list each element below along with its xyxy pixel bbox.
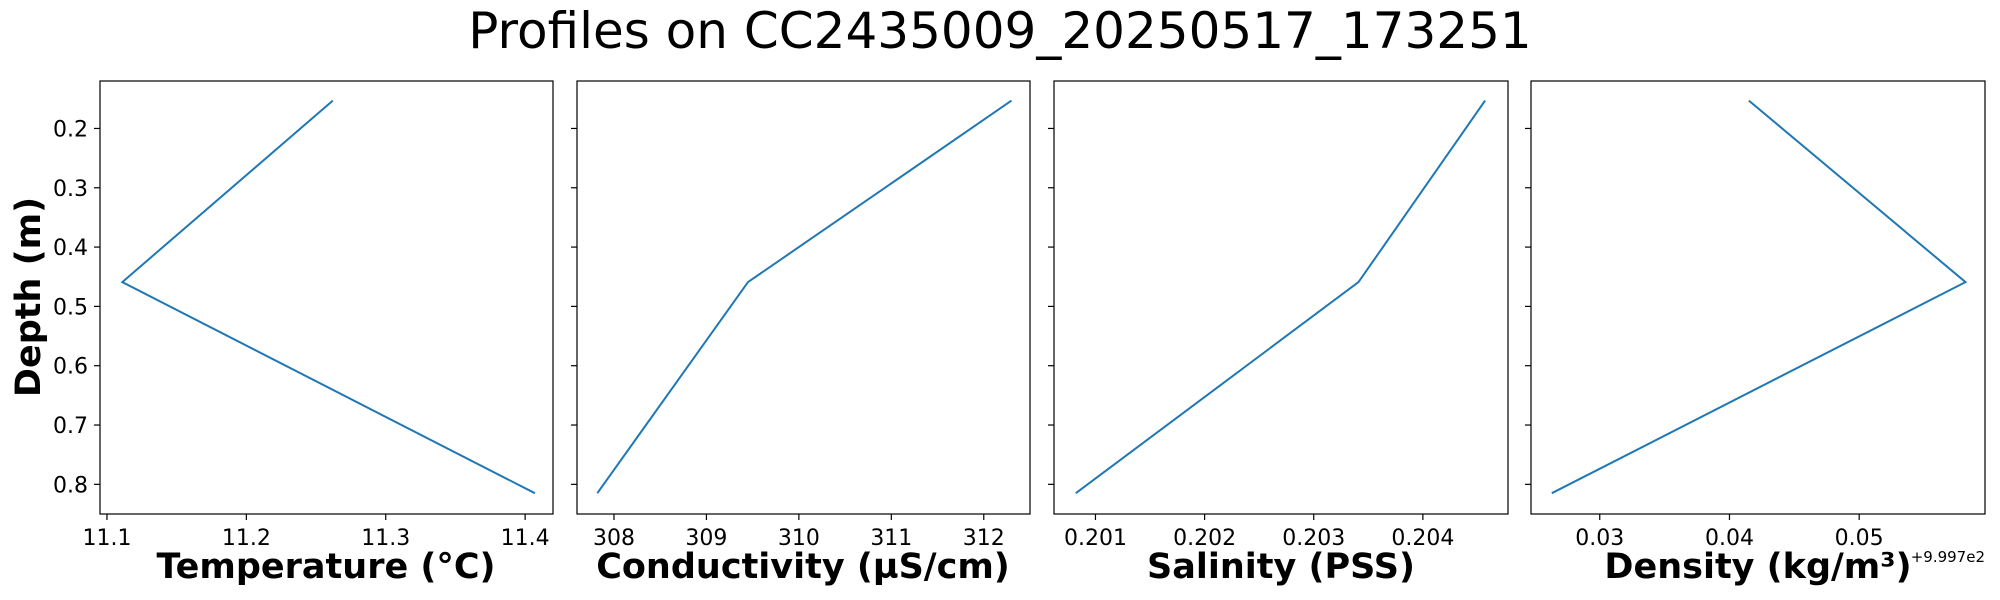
x-axis-label: Salinity (PSS)	[1147, 547, 1415, 587]
x-axis-label: Temperature (°C)	[156, 547, 495, 587]
panel-density: Density (kg/m³) +9.997e2 0.03 0.04 0.05	[1525, 80, 1986, 587]
x-tick-label: 310	[778, 526, 820, 551]
x-axis-offset-label: +9.997e2	[1911, 548, 1985, 566]
x-tick-label: 311	[870, 526, 912, 551]
x-tick-label: 312	[963, 526, 1005, 551]
profile-line	[120, 99, 536, 495]
y-tick-label: 0.8	[53, 473, 88, 498]
y-tick-label: 0.2	[53, 117, 88, 142]
panel-conductivity: Conductivity (µS/cm) 308 309 310 311 312	[571, 80, 1031, 587]
y-tick-label: 0.6	[53, 355, 88, 380]
figure-title: Profiles on CC2435009_20250517_173251	[468, 2, 1531, 60]
plot-frame	[1530, 80, 1986, 515]
x-tick-label: 11.1	[82, 526, 131, 551]
y-tick-label: 0.3	[53, 177, 88, 202]
x-tick-label: 0.05	[1835, 526, 1884, 551]
x-tick-label: 11.2	[222, 526, 271, 551]
x-tick-label: 0.04	[1705, 526, 1754, 551]
plot-frame	[1053, 80, 1509, 515]
x-tick-label: 0.203	[1282, 526, 1345, 551]
panel-salinity: Salinity (PSS) 0.201 0.202 0.203 0.204	[1048, 80, 1509, 587]
plot-frame	[99, 80, 554, 515]
y-tick-label: 0.5	[53, 295, 88, 320]
profile-line	[1551, 99, 1968, 495]
y-tick-label: 0.7	[53, 414, 88, 439]
x-axis-label: Conductivity (µS/cm)	[596, 547, 1010, 587]
x-tick-label: 309	[685, 526, 727, 551]
y-tick-label: 0.4	[53, 236, 88, 261]
profile-line	[596, 99, 1013, 494]
plot-frame	[576, 80, 1031, 515]
y-axis-label: Depth (m)	[9, 197, 49, 397]
panel-temperature: Temperature (°C) 11.1 11.2 11.3 11.4 0.2 0.3 0…	[53, 80, 554, 587]
profile-line	[1075, 100, 1486, 495]
x-tick-label: 0.202	[1173, 526, 1236, 551]
x-tick-label: 11.4	[501, 526, 550, 551]
x-tick-label: 0.201	[1064, 526, 1127, 551]
x-tick-label: 0.204	[1391, 526, 1454, 551]
x-tick-label: 0.03	[1575, 526, 1624, 551]
x-tick-label: 11.3	[361, 526, 410, 551]
x-axis-label: Density (kg/m³)	[1604, 547, 1911, 587]
x-tick-label: 308	[593, 526, 635, 551]
